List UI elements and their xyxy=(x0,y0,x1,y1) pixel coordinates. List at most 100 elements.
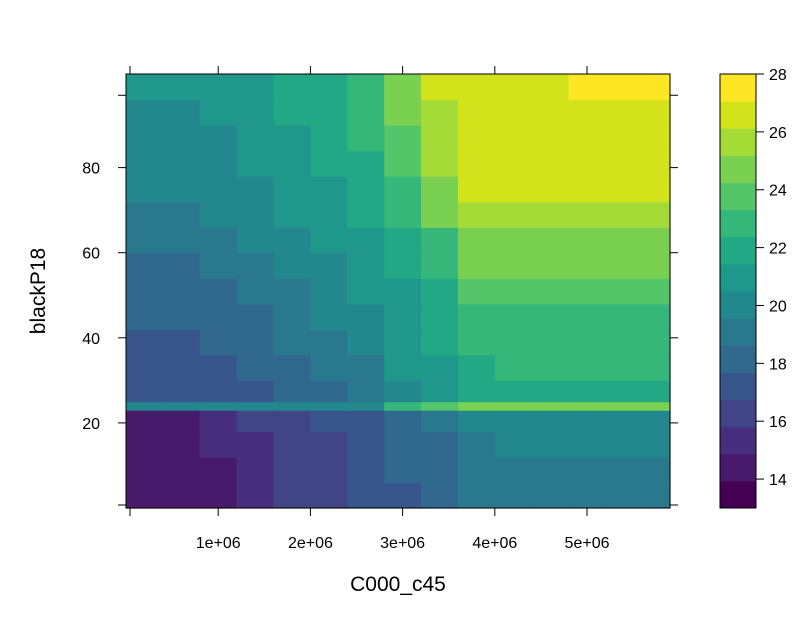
heat-cell xyxy=(310,278,348,305)
heat-cell xyxy=(310,380,348,403)
heat-cell xyxy=(162,150,201,177)
heat-cell xyxy=(162,401,201,411)
heat-cell xyxy=(568,410,607,433)
x-tick-label: 2e+06 xyxy=(288,535,333,552)
heat-cell xyxy=(126,125,164,152)
heat-cell xyxy=(421,401,459,411)
heat-cell xyxy=(162,278,201,305)
heat-cell xyxy=(310,329,348,356)
heat-cell xyxy=(421,99,459,126)
colorbar-tick-label: 22 xyxy=(769,241,787,258)
heat-cell xyxy=(605,201,671,228)
heat-cell xyxy=(384,354,422,381)
heat-cell xyxy=(457,431,496,458)
heat-cell xyxy=(494,431,533,458)
heat-cell xyxy=(347,99,385,126)
heat-cell xyxy=(531,380,570,403)
heat-cell xyxy=(531,176,570,203)
heat-cell xyxy=(162,329,201,356)
heat-cell xyxy=(421,125,459,152)
heat-cell xyxy=(347,176,385,203)
heat-cell xyxy=(384,401,422,411)
heat-cell xyxy=(199,150,238,177)
heat-cell xyxy=(236,252,275,279)
heat-cell xyxy=(162,303,201,330)
heat-cell xyxy=(310,99,348,126)
colorbar-swatch xyxy=(720,155,756,183)
x-axis-title: C000_c45 xyxy=(350,573,446,596)
heat-cell xyxy=(236,201,275,228)
heat-cell xyxy=(199,201,238,228)
heat-cell xyxy=(421,150,459,177)
heat-cell xyxy=(273,380,312,403)
heat-cell xyxy=(421,227,459,254)
heat-cell xyxy=(126,410,164,433)
heat-cell xyxy=(162,227,201,254)
heat-cell xyxy=(199,227,238,254)
heat-cell xyxy=(199,278,238,305)
heat-cell xyxy=(457,329,496,356)
heat-cell xyxy=(494,201,533,228)
heat-cell xyxy=(273,74,312,101)
heat-cell xyxy=(236,431,275,458)
heat-cell xyxy=(347,252,385,279)
heat-cell xyxy=(384,303,422,330)
heat-cell xyxy=(273,410,312,433)
colorbar-swatch xyxy=(720,426,756,455)
heat-cell xyxy=(457,74,496,101)
heat-cell xyxy=(236,74,275,101)
heat-cell xyxy=(236,380,275,403)
heat-cell xyxy=(273,176,312,203)
heat-cell xyxy=(605,401,671,411)
heat-cell xyxy=(605,431,671,458)
heat-cell xyxy=(162,201,201,228)
heat-cell xyxy=(457,201,496,228)
heat-cell xyxy=(457,150,496,177)
x-tick-label: 1e+06 xyxy=(196,535,241,552)
heat-cell xyxy=(236,125,275,152)
colorbar-border xyxy=(719,73,757,509)
heat-cell xyxy=(457,482,496,509)
heat-cell xyxy=(605,150,671,177)
heat-cell xyxy=(494,74,533,101)
heat-cell xyxy=(162,410,201,433)
heat-cell xyxy=(236,329,275,356)
heat-cell xyxy=(347,303,385,330)
heat-cell xyxy=(531,401,570,411)
heat-cell xyxy=(531,303,570,330)
heat-cell xyxy=(162,252,201,279)
colorbar-swatch xyxy=(720,480,756,509)
heat-cell xyxy=(273,431,312,458)
heat-cell xyxy=(236,456,275,484)
heat-cell xyxy=(384,252,422,279)
heat-cell xyxy=(199,401,238,411)
heat-cell xyxy=(236,303,275,330)
heat-cell xyxy=(531,278,570,305)
heat-cell xyxy=(568,456,607,484)
heat-cell xyxy=(126,482,164,509)
heat-cell xyxy=(421,201,459,228)
heat-cell xyxy=(347,456,385,484)
heat-cell xyxy=(273,150,312,177)
heat-cell xyxy=(494,125,533,152)
heat-cell xyxy=(531,150,570,177)
heat-cell xyxy=(421,303,459,330)
heat-cell xyxy=(126,431,164,458)
heat-cell xyxy=(126,74,164,101)
heat-cell xyxy=(605,278,671,305)
heat-cell xyxy=(273,278,312,305)
heat-cell xyxy=(273,482,312,509)
heat-cell xyxy=(605,354,671,381)
heat-cell xyxy=(421,482,459,509)
heat-cell xyxy=(531,227,570,254)
heat-cell xyxy=(236,278,275,305)
heat-cell xyxy=(605,99,671,126)
heat-cell xyxy=(347,278,385,305)
heat-cell xyxy=(126,278,164,305)
heat-cell xyxy=(310,456,348,484)
heat-cell xyxy=(273,252,312,279)
heat-cell xyxy=(531,431,570,458)
heat-cell xyxy=(273,303,312,330)
colorbar-tick-label: 28 xyxy=(769,67,787,84)
heat-cell xyxy=(384,380,422,403)
